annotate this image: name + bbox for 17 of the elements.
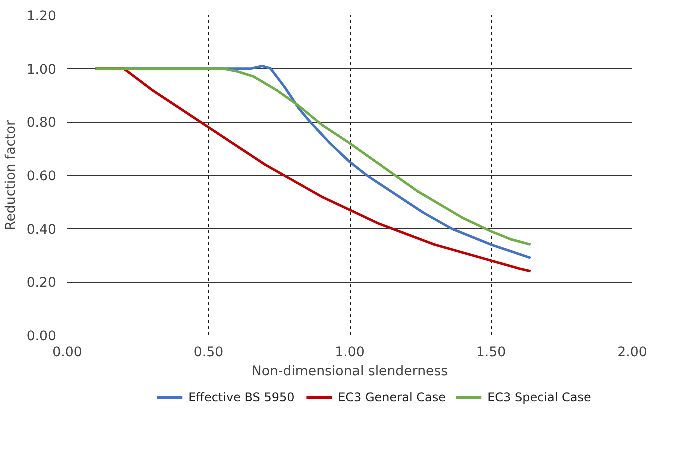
legend-label: Effective BS 5950 — [188, 390, 295, 404]
x-axis-title: Non-dimensional slenderness — [252, 364, 448, 380]
x-tick-label: 1.50 — [476, 346, 506, 360]
legend-label: EC3 Special Case — [488, 390, 592, 404]
y-axis-title: Reduction factor — [4, 120, 19, 230]
legend-label: EC3 General Case — [338, 390, 446, 404]
y-tick-label: 0.20 — [26, 276, 57, 292]
y-tick-label: 0.00 — [26, 330, 57, 344]
y-tick-label: 0.60 — [26, 170, 57, 184]
x-tick-label: 0.50 — [194, 346, 224, 360]
x-tick-label: 2.00 — [618, 346, 648, 360]
y-tick-label: 1.20 — [26, 10, 57, 24]
y-tick-label: 1.00 — [26, 62, 57, 78]
y-tick-label: 0.80 — [26, 116, 57, 132]
x-tick-label: 0.00 — [52, 346, 82, 360]
x-tick-label: 1.00 — [335, 346, 365, 360]
y-tick-label: 0.40 — [26, 222, 57, 238]
